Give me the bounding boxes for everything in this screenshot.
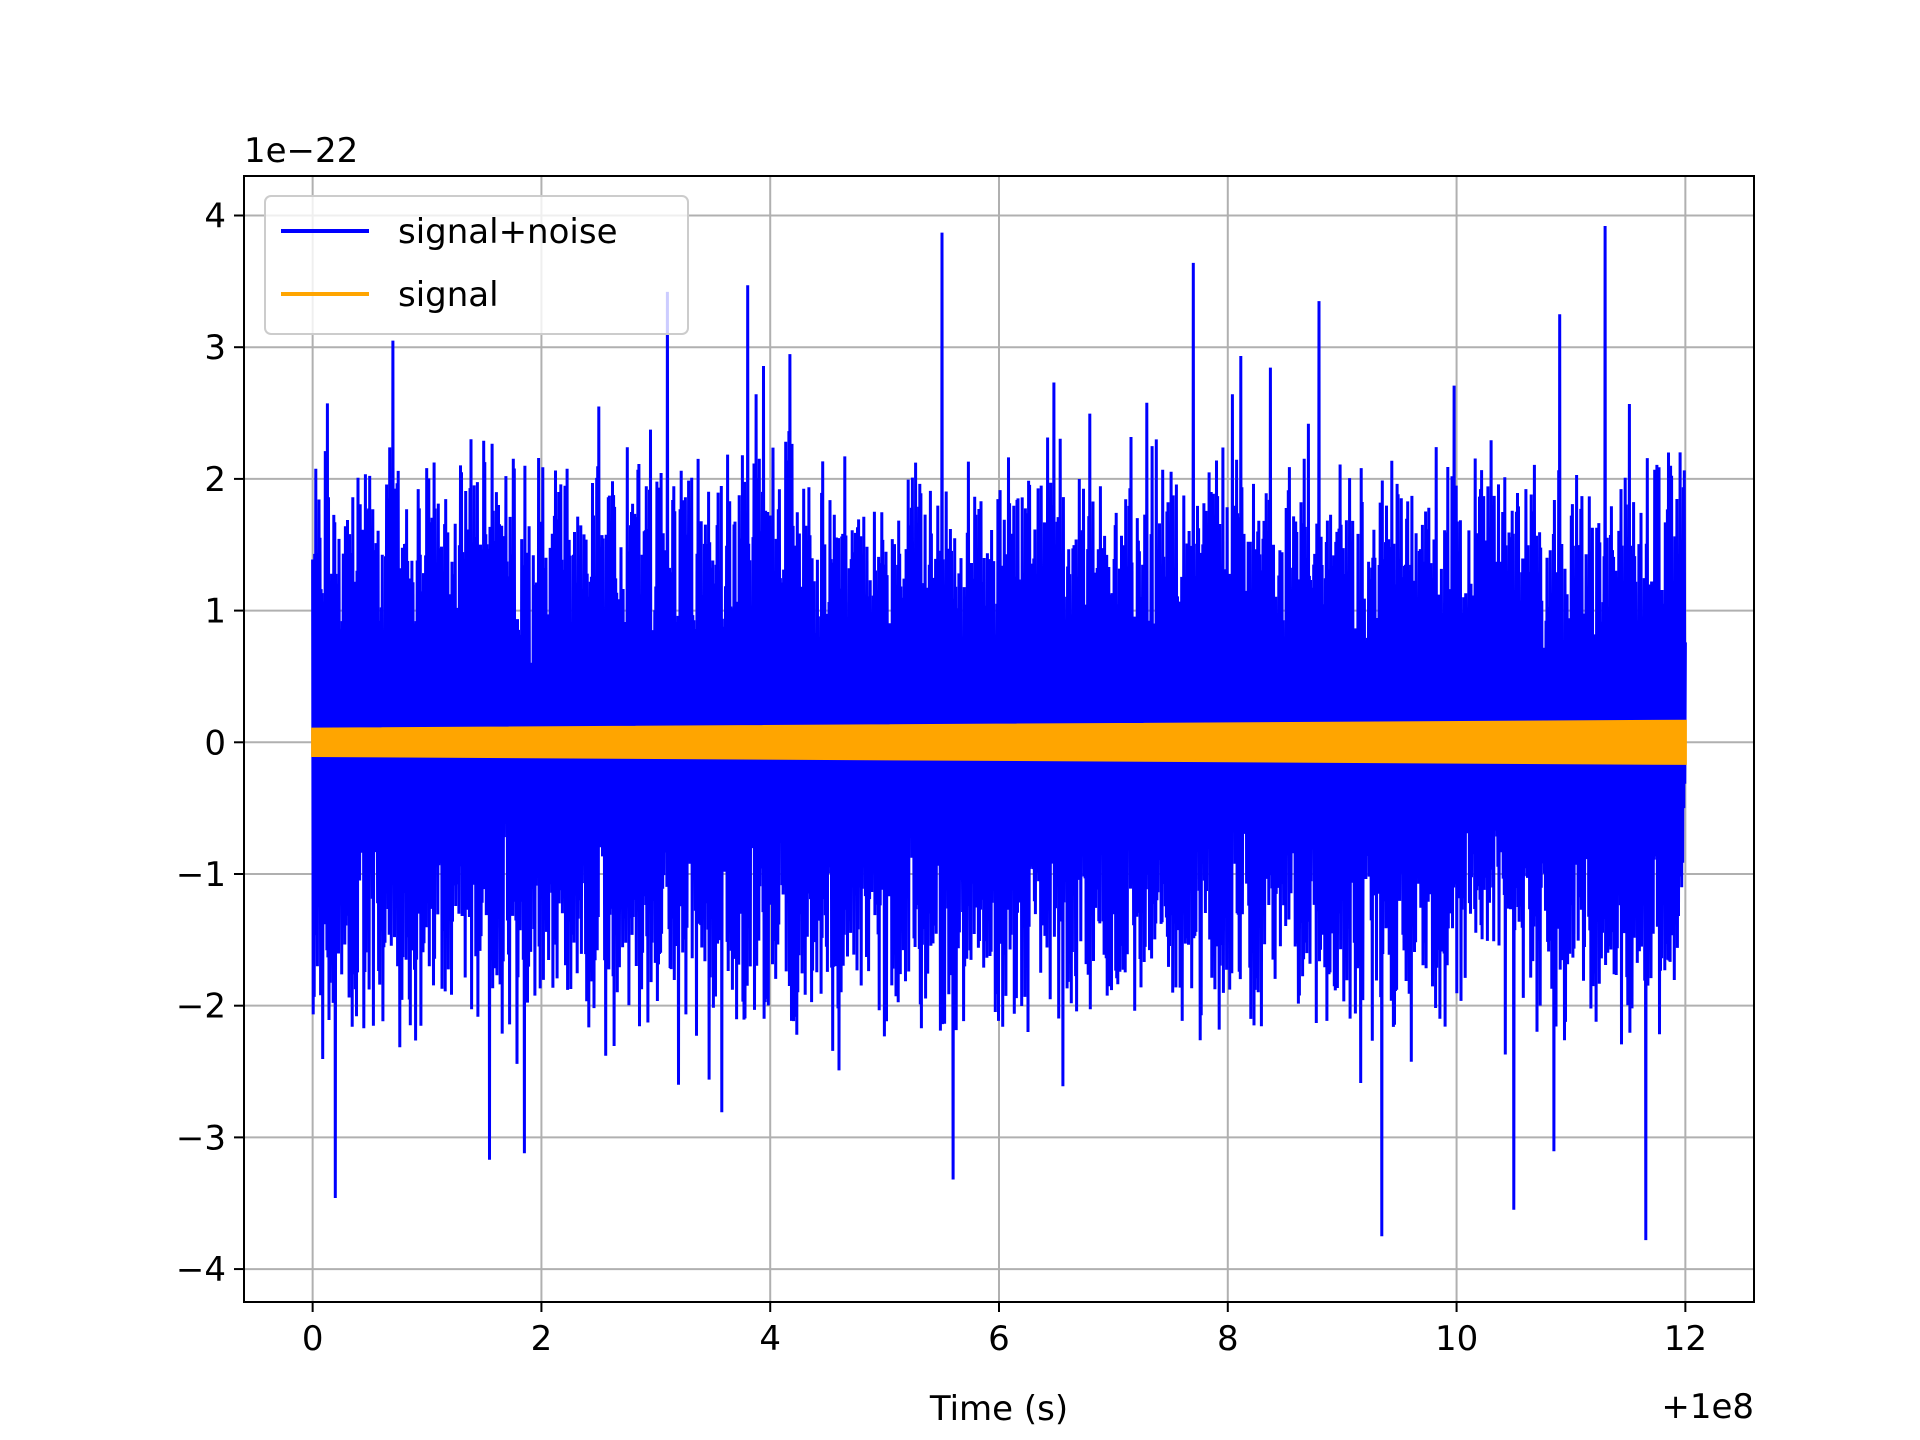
y-tick-label: 1 <box>204 592 226 632</box>
series-line-signal <box>311 719 1687 765</box>
x-tick-label: 8 <box>1217 1319 1239 1359</box>
legend: signal+noise signal <box>264 195 689 335</box>
y-tick-label: −4 <box>176 1250 226 1290</box>
y-tick-label: −1 <box>176 855 226 895</box>
x-tick-label: 12 <box>1664 1319 1707 1359</box>
y-tick-label: 4 <box>204 197 226 237</box>
y-tick-label: 2 <box>204 460 226 500</box>
x-tick-label: 10 <box>1435 1319 1478 1359</box>
x-offset-label: +1e8 <box>1661 1387 1754 1427</box>
y-tick-label: 0 <box>204 723 226 763</box>
series-line-signal-noise <box>311 225 1687 1241</box>
x-tick-label: 2 <box>531 1319 553 1359</box>
legend-label-signal-noise: signal+noise <box>398 212 618 252</box>
x-tick-label: 4 <box>759 1319 781 1359</box>
y-tick-label: −2 <box>176 987 226 1027</box>
legend-label-signal: signal <box>398 275 499 315</box>
plot-area <box>311 225 1687 1241</box>
x-axis-label: Time (s) <box>929 1389 1068 1429</box>
y-tick-label: 3 <box>204 328 226 368</box>
x-tick-label: 0 <box>302 1319 324 1359</box>
x-tick-label: 6 <box>988 1319 1010 1359</box>
legend-box <box>264 195 689 335</box>
y-tick-label: −3 <box>176 1118 226 1158</box>
y-scale-label: 1e−22 <box>244 131 358 171</box>
